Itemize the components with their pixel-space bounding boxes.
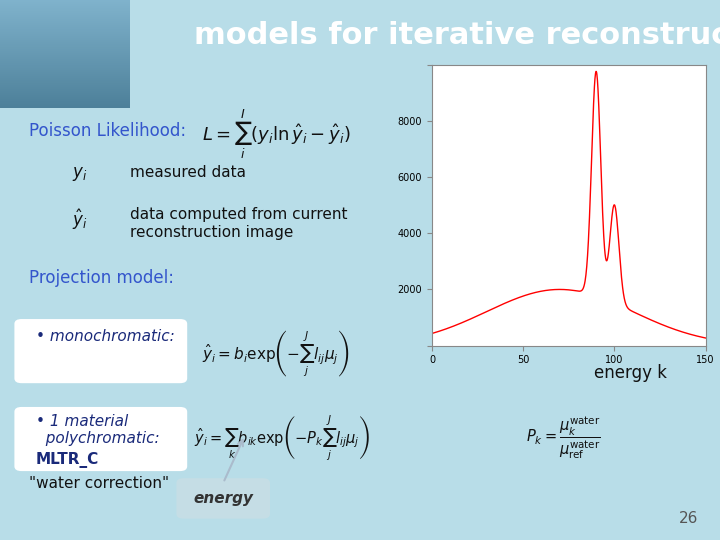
Text: intensity  $b_{ik}$: intensity $b_{ik}$ <box>450 98 556 120</box>
Text: Projection model:: Projection model: <box>29 269 174 287</box>
Text: energy k: energy k <box>594 364 667 382</box>
Text: models for iterative reconstruction: models for iterative reconstruction <box>194 21 720 50</box>
Text: data computed from current
reconstruction image: data computed from current reconstructio… <box>130 207 347 240</box>
Text: • 1 material
  polychromatic:: • 1 material polychromatic: <box>36 414 160 447</box>
FancyBboxPatch shape <box>14 407 187 471</box>
Text: energy: energy <box>193 491 253 505</box>
Text: Poisson Likelihood:: Poisson Likelihood: <box>29 122 186 140</box>
Text: • monochromatic:: • monochromatic: <box>36 328 175 343</box>
FancyBboxPatch shape <box>176 478 270 518</box>
Text: $\hat{y}_i$: $\hat{y}_i$ <box>72 207 88 232</box>
Text: $y_i$: $y_i$ <box>72 165 87 183</box>
Text: $L = \sum_{i}^{I}(y_i \ln\hat{y}_i - \hat{y}_i)$: $L = \sum_{i}^{I}(y_i \ln\hat{y}_i - \ha… <box>202 107 351 161</box>
Text: "water correction": "water correction" <box>29 476 169 491</box>
Text: $P_k = \dfrac{\mu_k^{\mathrm{water}}}{\mu_{\mathrm{ref}}^{\mathrm{water}}}$: $P_k = \dfrac{\mu_k^{\mathrm{water}}}{\m… <box>526 414 600 461</box>
Text: measured data: measured data <box>130 165 246 180</box>
Text: 26: 26 <box>679 511 698 526</box>
Text: $\hat{y}_i = \sum_{k} b_{ik} \exp\!\left(-P_k\sum_{j}^{J} l_{ij}\mu_j\right)$: $\hat{y}_i = \sum_{k} b_{ik} \exp\!\left… <box>194 414 370 463</box>
Text: MLTR_C: MLTR_C <box>36 452 99 468</box>
Text: $\hat{y}_i = b_i \exp\!\left(-\sum_{j}^{J} l_{ij}\mu_j\right)$: $\hat{y}_i = b_i \exp\!\left(-\sum_{j}^{… <box>202 328 349 379</box>
FancyBboxPatch shape <box>14 319 187 383</box>
